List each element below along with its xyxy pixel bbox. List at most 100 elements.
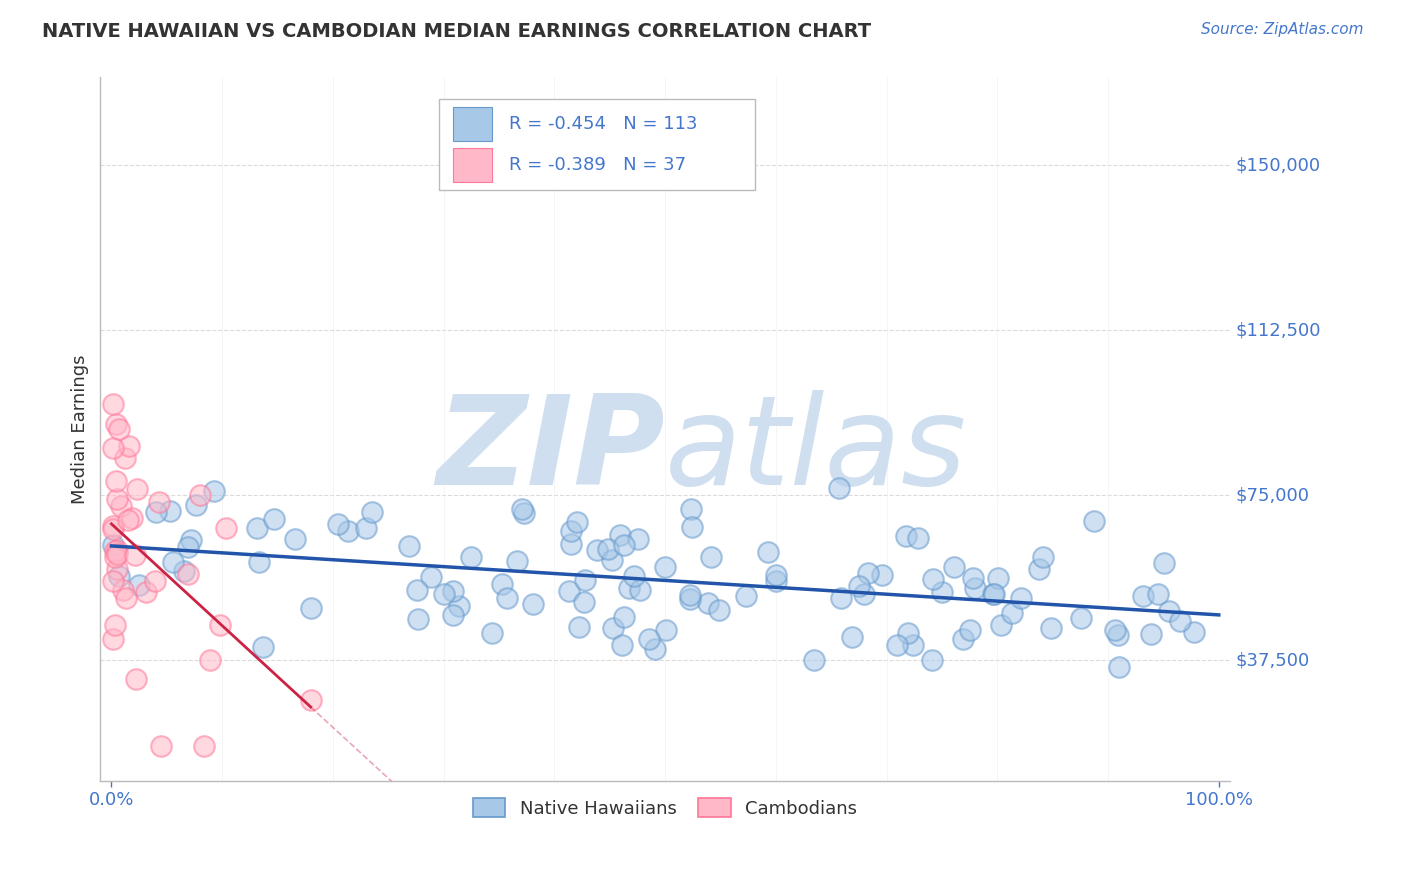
Point [959, 623, 981, 637]
Point [1168, 614, 1191, 628]
Point [510, 501, 533, 516]
Point [184, 499, 207, 513]
Point [1132, 589, 1154, 603]
Bar [453, 107, 492, 141]
Point [145, 505, 167, 519]
Point [104, 474, 127, 488]
Point [491, 577, 513, 591]
Point [148, 495, 170, 509]
Point [117, 513, 139, 527]
Point [872, 568, 894, 582]
Point [922, 572, 945, 586]
Point [610, 638, 633, 652]
Point [173, 564, 195, 578]
Point [1000, 606, 1022, 620]
Point [623, 569, 645, 583]
Point [101, 397, 124, 411]
Point [565, 515, 588, 529]
Legend: Native Hawaiians, Cambodians: Native Hawaiians, Cambodians [465, 790, 865, 825]
Point [558, 584, 581, 599]
Point [101, 574, 124, 588]
Point [921, 652, 943, 666]
Point [654, 560, 676, 574]
Point [942, 560, 965, 574]
Point [901, 638, 924, 652]
Point [104, 544, 127, 558]
Point [679, 588, 702, 602]
Text: R = -0.389   N = 37: R = -0.389 N = 37 [509, 156, 686, 174]
Point [981, 587, 1004, 601]
Bar [453, 148, 492, 182]
Point [572, 594, 595, 608]
Point [560, 524, 582, 539]
Point [495, 591, 517, 605]
Point [679, 591, 702, 606]
Point [118, 439, 141, 453]
Point [560, 537, 582, 551]
Point [284, 532, 307, 546]
Point [700, 549, 723, 564]
Point [108, 568, 131, 582]
Point [103, 523, 125, 537]
Point [1010, 591, 1032, 605]
Point [125, 483, 148, 497]
Point [734, 589, 756, 603]
Point [360, 505, 382, 519]
Point [830, 591, 852, 606]
Point [696, 597, 718, 611]
Point [107, 543, 129, 558]
Text: $75,000: $75,000 [1236, 486, 1309, 504]
Point [263, 511, 285, 525]
Point [177, 567, 200, 582]
Point [115, 591, 138, 606]
Point [104, 549, 127, 564]
Point [962, 571, 984, 585]
Point [707, 603, 730, 617]
Point [112, 583, 135, 598]
Point [198, 653, 221, 667]
Point [105, 548, 128, 562]
Point [246, 521, 269, 535]
Point [101, 441, 124, 455]
Text: ZIP: ZIP [436, 390, 665, 511]
Point [121, 511, 143, 525]
Point [101, 632, 124, 646]
Point [159, 503, 181, 517]
Point [1032, 550, 1054, 565]
Point [522, 597, 544, 611]
Point [143, 574, 166, 588]
Point [105, 417, 128, 431]
Point [513, 506, 536, 520]
Point [114, 450, 136, 465]
Text: atlas: atlas [665, 390, 967, 511]
Point [481, 626, 503, 640]
Point [252, 640, 274, 654]
Point [983, 587, 1005, 601]
Point [894, 529, 917, 543]
Point [990, 618, 1012, 632]
Point [1140, 626, 1163, 640]
Point [1159, 604, 1181, 618]
Point [125, 673, 148, 687]
Point [441, 584, 464, 599]
Text: R = -0.454   N = 113: R = -0.454 N = 113 [509, 115, 697, 133]
Point [856, 566, 879, 581]
Point [299, 601, 322, 615]
Point [1184, 624, 1206, 639]
Point [1104, 623, 1126, 637]
Point [897, 626, 920, 640]
Point [655, 623, 678, 637]
Point [679, 502, 702, 516]
Point [609, 528, 631, 542]
Point [406, 612, 429, 626]
Point [1108, 659, 1130, 673]
Point [1153, 556, 1175, 570]
Point [162, 555, 184, 569]
Point [931, 584, 953, 599]
Point [886, 639, 908, 653]
Point [103, 519, 125, 533]
Point [406, 582, 429, 597]
Text: $37,500: $37,500 [1236, 651, 1309, 669]
Point [848, 579, 870, 593]
Point [135, 585, 157, 599]
